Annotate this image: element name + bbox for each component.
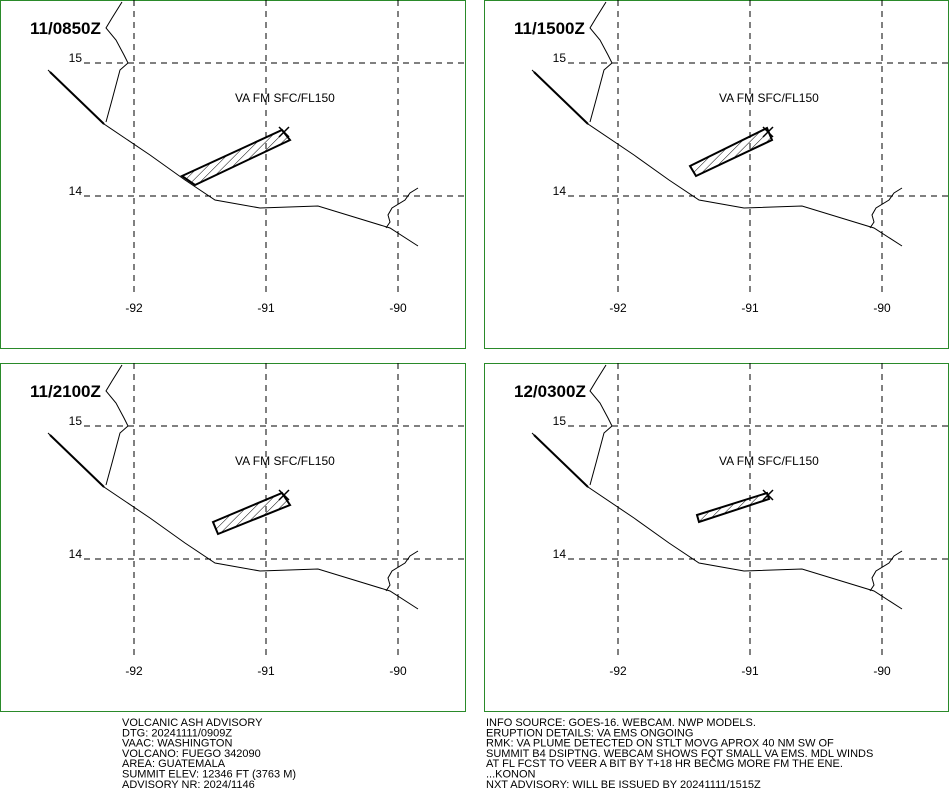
map-panel: 15 14 -92 -91 -90 12/0300Z VA FM SFC/FL150 (484, 363, 949, 712)
map-panel: 15 14 -92 -91 -90 11/2100Z VA FM SFC/FL150 (0, 363, 466, 712)
advisory-line: AT FL FCST TO VEER A BIT BY T+18 HR BECM… (486, 758, 843, 770)
lat-label: 14 (69, 547, 83, 561)
lon-label: -92 (125, 301, 143, 315)
lon-label: -91 (257, 301, 275, 315)
map-panel: 15 14 -92 -91 -90 11/1500Z VA FM SFC/FL150 (484, 0, 949, 349)
panel-time: 11/1500Z (514, 19, 585, 38)
lat-label: 14 (69, 184, 83, 198)
coastline (47, 364, 419, 610)
lat-label: 15 (553, 414, 567, 428)
lon-label: -90 (389, 664, 407, 678)
lat-label: 15 (553, 51, 567, 65)
advisory-line: RMK: VA PLUME DETECTED ON STLT MOVG APRO… (486, 738, 834, 750)
lon-label: -92 (125, 664, 143, 678)
lon-label: -92 (609, 301, 627, 315)
panel-frame (0, 0, 466, 349)
ash-plume (695, 491, 771, 524)
panel-frame (484, 363, 949, 712)
plume-label: VA FM SFC/FL150 (719, 91, 819, 105)
advisory-line: AREA: GUATEMALA (122, 758, 226, 770)
lon-label: -90 (873, 664, 891, 678)
coastline (47, 1, 419, 247)
lat-label: 14 (553, 547, 567, 561)
plume-label: VA FM SFC/FL150 (719, 454, 819, 468)
ash-plume (688, 126, 774, 178)
coastline (531, 364, 903, 610)
lon-label: -90 (873, 301, 891, 315)
coastline (531, 1, 903, 247)
lat-label: 14 (553, 184, 567, 198)
volcano-marker (762, 126, 774, 138)
advisory-line: DTG: 20241111/0909Z (122, 727, 232, 739)
advisory-line: ERUPTION DETAILS: VA EMS ONGOING (486, 727, 693, 739)
map-panel: 15 14 -92 -91 -90 11/0850Z VA FM SFC/FL150 (0, 0, 466, 349)
panel-time: 11/2100Z (30, 382, 101, 401)
volcano-marker (278, 126, 290, 138)
ash-plume (179, 128, 292, 187)
plume-label: VA FM SFC/FL150 (235, 91, 335, 105)
lat-label: 15 (69, 414, 83, 428)
advisory-line: SUMMIT B4 DSIPTNG. WEBCAM SHOWS FQT SMAL… (486, 748, 873, 760)
lon-label: -91 (741, 301, 759, 315)
advisory-line: INFO SOURCE: GOES-16. WEBCAM. NWP MODELS… (486, 717, 756, 729)
panel-time: 12/0300Z (514, 382, 586, 401)
panel-frame (0, 363, 466, 712)
volcano-marker (762, 489, 774, 501)
lon-label: -91 (741, 664, 759, 678)
panel-frame (484, 0, 949, 349)
lon-label: -91 (257, 664, 275, 678)
lon-label: -92 (609, 664, 627, 678)
panel-time: 11/0850Z (30, 19, 101, 38)
ash-plume (211, 491, 292, 536)
plume-label: VA FM SFC/FL150 (235, 454, 335, 468)
advisory-line: ...KONON (486, 769, 536, 781)
advisory-line: VOLCANIC ASH ADVISORY (122, 717, 263, 729)
advisory-line: SUMMIT ELEV: 12346 FT (3763 M) (122, 769, 296, 781)
advisory-line: ADVISORY NR: 2024/1146 (122, 779, 255, 791)
advisory-line: VAAC: WASHINGTON (122, 738, 232, 750)
lon-label: -90 (389, 301, 407, 315)
advisory-line: NXT ADVISORY: WILL BE ISSUED BY 20241111… (486, 779, 761, 791)
volcano-marker (278, 489, 290, 501)
advisory-line: VOLCANO: FUEGO 342090 (122, 748, 261, 760)
lat-label: 15 (69, 51, 83, 65)
